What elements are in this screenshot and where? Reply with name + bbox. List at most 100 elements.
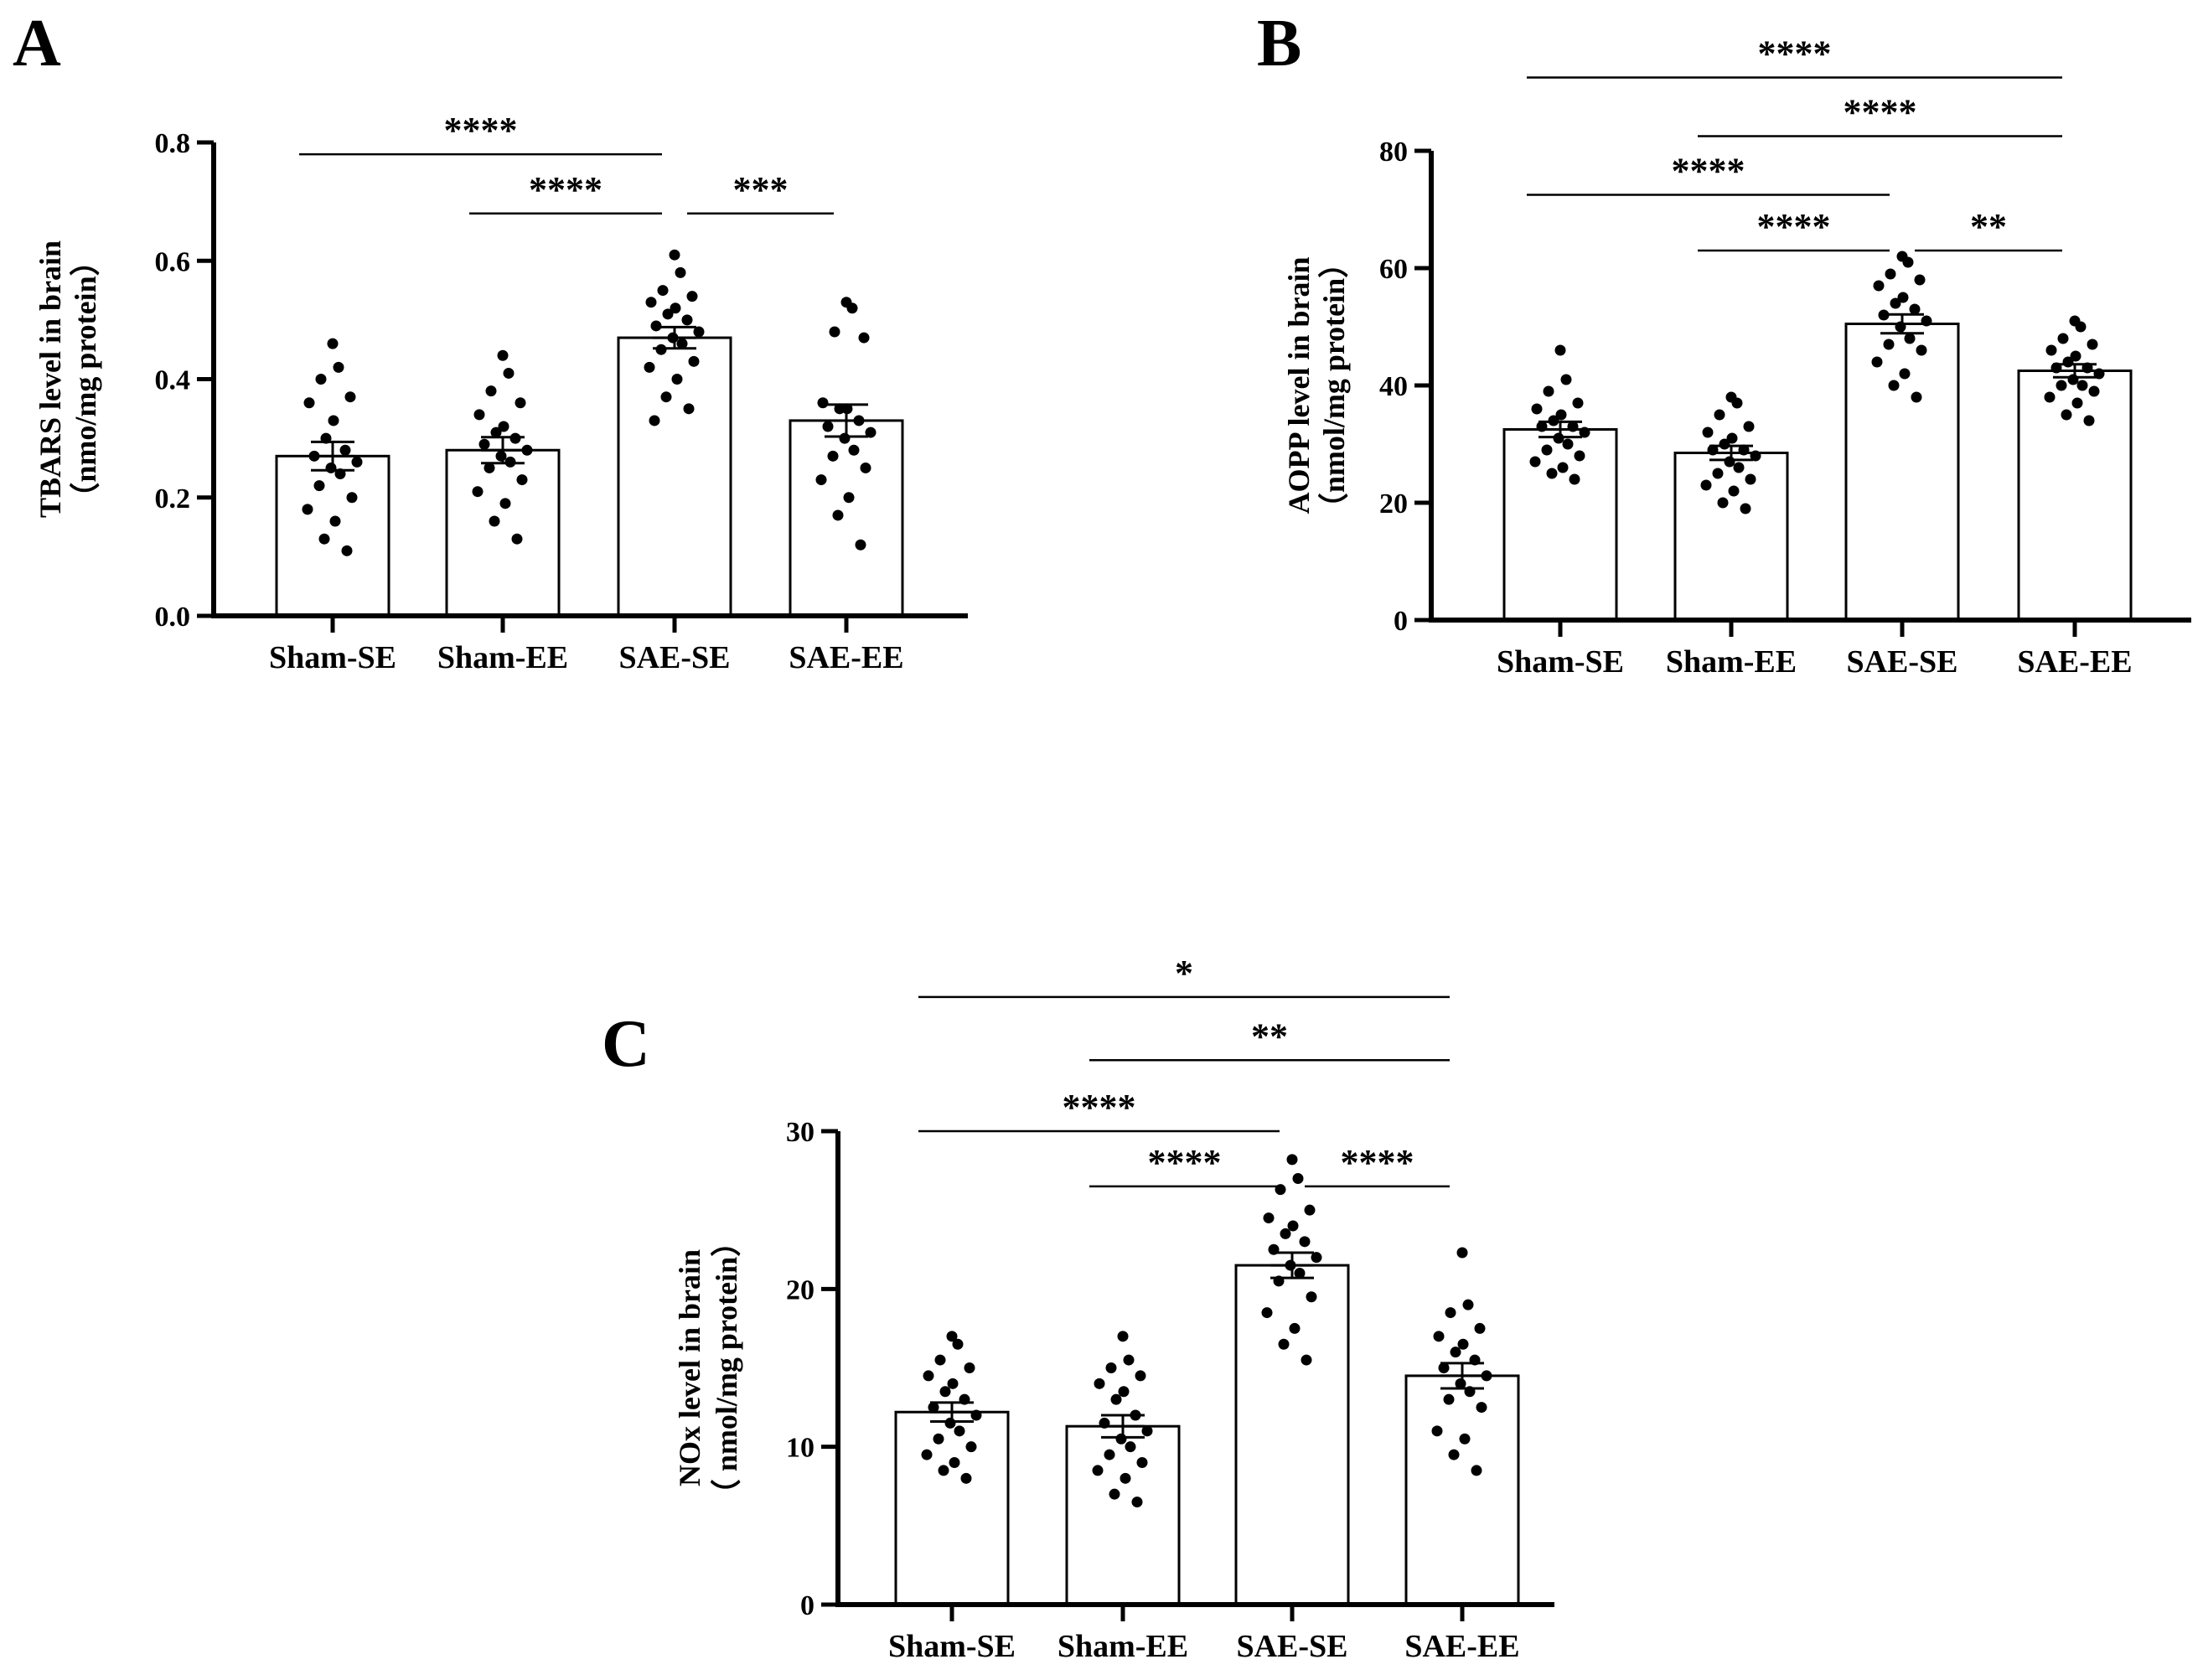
bar-sae-ee: [1404, 1374, 1520, 1606]
significance-label: ****: [1844, 92, 1917, 133]
data-point: [1301, 1354, 1312, 1366]
data-point: [499, 498, 511, 509]
data-point: [676, 338, 688, 349]
data-point: [1719, 438, 1730, 450]
data-point: [315, 374, 327, 385]
data-point: [1115, 1433, 1127, 1445]
data-point: [472, 486, 484, 498]
panel-letter: A: [13, 7, 61, 80]
data-point: [827, 450, 839, 462]
data-point: [671, 374, 683, 385]
data-point: [313, 480, 325, 492]
data-point: [1728, 485, 1740, 497]
data-point: [1118, 1386, 1130, 1398]
data-point: [860, 462, 871, 473]
significance-label: ****: [1063, 1087, 1136, 1128]
y-tick-label: 60: [1379, 254, 1408, 285]
data-point: [2088, 385, 2100, 397]
data-point: [1135, 1370, 1146, 1382]
data-point: [1740, 503, 1751, 514]
x-tick-label: Sham-EE: [1666, 644, 1797, 680]
y-axis-label-line2: （nmo/mg protein）: [69, 246, 102, 512]
data-point: [1562, 438, 1574, 450]
data-point: [921, 1449, 933, 1460]
data-point: [644, 361, 655, 373]
data-point: [498, 421, 509, 432]
data-point: [303, 397, 315, 409]
y-tick-label: 0: [1394, 606, 1408, 637]
data-point: [965, 1441, 977, 1453]
y-tick-label: 20: [786, 1274, 814, 1305]
y-tick-label: 0.8: [155, 128, 191, 159]
data-point: [1105, 1362, 1117, 1373]
x-tick-label: SAE-SE: [1846, 644, 1957, 680]
data-point: [848, 444, 860, 456]
data-point: [2057, 333, 2069, 344]
data-point: [2061, 409, 2072, 421]
bar-sae-se: [617, 336, 732, 618]
data-point: [839, 432, 851, 444]
data-point: [521, 444, 533, 456]
y-tick-label: 0.6: [155, 246, 191, 277]
data-point: [1299, 1236, 1311, 1248]
data-point: [1560, 374, 1572, 385]
data-point: [1287, 1220, 1299, 1232]
y-tick-label: 30: [786, 1117, 814, 1148]
data-point: [949, 1457, 960, 1468]
data-point: [1476, 1402, 1487, 1414]
data-point: [1531, 403, 1543, 415]
data-point: [938, 1465, 949, 1476]
panel-b: B AOPP level in brain （nmol/mg protein） 0 20…: [1257, 7, 2191, 680]
data-point: [1888, 380, 1900, 391]
data-point: [688, 355, 700, 367]
data-point: [1136, 1457, 1148, 1468]
data-point: [478, 438, 490, 450]
x-tick-label: Sham-SE: [888, 1629, 1016, 1664]
data-point: [1471, 1465, 1482, 1476]
data-point: [832, 509, 844, 521]
data-point: [1125, 1441, 1136, 1453]
data-point: [1457, 1338, 1469, 1350]
bar-sham-ee: [1673, 452, 1789, 622]
x-tick-label: SAE-SE: [618, 640, 730, 675]
data-point: [817, 397, 829, 409]
data-point: [485, 385, 497, 397]
bar-sham-se: [894, 1410, 1010, 1606]
data-point: [1094, 1378, 1105, 1389]
significance-label: **: [1251, 1016, 1288, 1057]
y-tick-label: 0: [800, 1590, 814, 1621]
data-point: [1873, 280, 1885, 292]
bar-sham-se: [1502, 428, 1618, 622]
data-point: [1702, 426, 1714, 438]
panel-letter: C: [602, 1007, 650, 1081]
y-axis-label-line2: （ nmol/mg protein）: [710, 1227, 743, 1509]
data-point: [2067, 374, 2079, 385]
data-point: [490, 426, 502, 438]
significance-label: ****: [444, 110, 518, 151]
x-tick-label: Sham-SE: [1497, 644, 1624, 680]
data-point: [693, 326, 705, 338]
data-point: [1286, 1154, 1298, 1166]
panel-a: A TBARS level in brain （nmo/mg protein） 0.0…: [13, 7, 968, 675]
y-axis-label: NOx level in brain （ nmol/mg protein）: [673, 1227, 743, 1509]
data-point: [1456, 1247, 1468, 1259]
data-point: [670, 302, 681, 314]
data-point: [346, 492, 358, 504]
data-point: [1431, 1425, 1443, 1437]
data-point: [1448, 1449, 1460, 1460]
data-point: [944, 1417, 956, 1429]
significance-label: *: [1175, 953, 1193, 994]
data-point: [1700, 479, 1712, 491]
data-point: [1311, 1252, 1322, 1264]
data-point: [2070, 350, 2081, 362]
y-tick-label: 40: [1379, 371, 1408, 402]
data-point: [327, 338, 339, 349]
y-axis-label-line1: TBARS level in brain: [34, 240, 67, 518]
significance-label: ***: [733, 169, 789, 210]
x-tick-label: Sham-SE: [269, 640, 396, 675]
data-point: [1123, 1354, 1135, 1366]
data-point: [960, 1472, 972, 1484]
data-point: [341, 545, 353, 556]
data-point: [1916, 344, 1927, 356]
x-tick-label: Sham-EE: [1058, 1629, 1188, 1664]
